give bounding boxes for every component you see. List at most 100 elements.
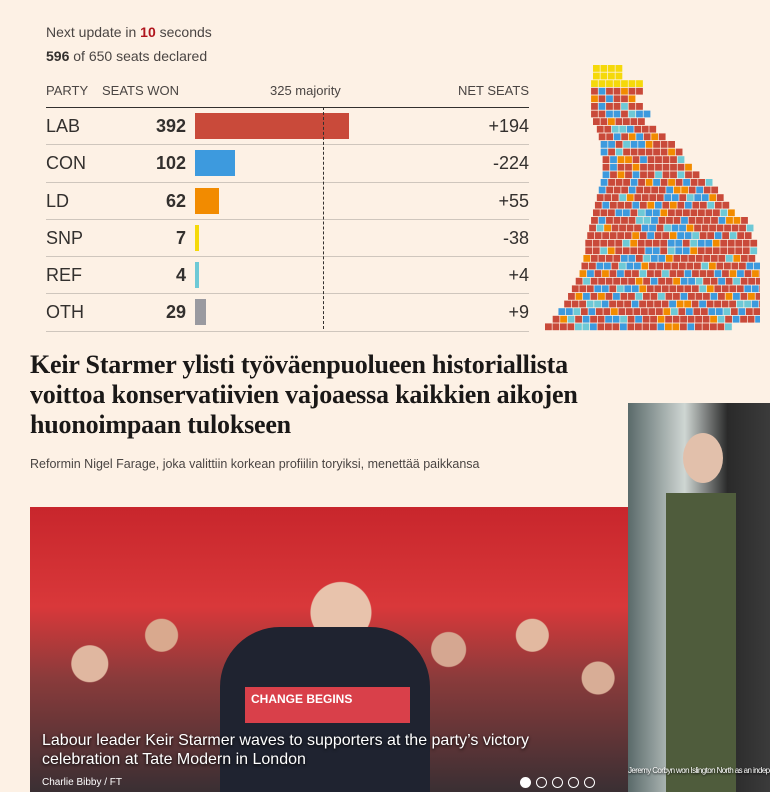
- constituency-cell[interactable]: [716, 194, 724, 201]
- constituency-cell[interactable]: [728, 209, 735, 217]
- constituency-cell[interactable]: [625, 171, 632, 179]
- constituency-cell[interactable]: [691, 300, 699, 308]
- constituency-cell[interactable]: [647, 163, 655, 171]
- constituency-cell[interactable]: [732, 315, 740, 323]
- constituency-cell[interactable]: [695, 277, 703, 285]
- constituency-cell[interactable]: [600, 65, 608, 72]
- constituency-cell[interactable]: [618, 262, 626, 270]
- constituency-cell[interactable]: [665, 293, 673, 300]
- constituency-cell[interactable]: [720, 247, 728, 255]
- constituency-cell[interactable]: [684, 270, 692, 277]
- constituency-cell[interactable]: [693, 262, 701, 270]
- constituency-cell[interactable]: [583, 277, 591, 285]
- constituency-cell[interactable]: [696, 186, 704, 194]
- constituency-cell[interactable]: [608, 118, 615, 125]
- carousel-dot[interactable]: [520, 777, 531, 788]
- constituency-cell[interactable]: [725, 315, 732, 323]
- constituency-cell[interactable]: [634, 224, 641, 232]
- constituency-cell[interactable]: [596, 125, 604, 133]
- constituency-cell[interactable]: [642, 323, 650, 331]
- constituency-cell[interactable]: [567, 315, 575, 323]
- constituency-cell[interactable]: [680, 323, 687, 331]
- constituency-cell[interactable]: [630, 209, 638, 217]
- constituency-cell[interactable]: [675, 247, 683, 255]
- constituency-cell[interactable]: [660, 141, 668, 148]
- constituency-cell[interactable]: [588, 308, 596, 315]
- constituency-cell[interactable]: [613, 293, 620, 300]
- constituency-cell[interactable]: [665, 323, 672, 331]
- constituency-cell[interactable]: [605, 277, 613, 285]
- constituency-cell[interactable]: [647, 270, 654, 277]
- constituency-cell[interactable]: [690, 209, 698, 217]
- constituency-cell[interactable]: [669, 300, 676, 308]
- constituency-cell[interactable]: [579, 300, 586, 308]
- constituency-cell[interactable]: [594, 232, 602, 239]
- constituency-cell[interactable]: [670, 156, 677, 163]
- constituency-cell[interactable]: [621, 110, 628, 118]
- constituency-cell[interactable]: [649, 194, 657, 201]
- constituency-cell[interactable]: [585, 247, 593, 255]
- constituency-cell[interactable]: [744, 285, 752, 293]
- constituency-cell[interactable]: [606, 80, 613, 87]
- constituency-cell[interactable]: [675, 148, 683, 156]
- constituency-cell[interactable]: [694, 224, 701, 232]
- constituency-cell[interactable]: [671, 224, 679, 232]
- constituency-cell[interactable]: [638, 148, 645, 156]
- constituency-cell[interactable]: [628, 133, 636, 141]
- constituency-cell[interactable]: [740, 277, 748, 285]
- constituency-cell[interactable]: [702, 323, 710, 331]
- constituency-cell[interactable]: [597, 315, 605, 323]
- constituency-cell[interactable]: [610, 156, 617, 163]
- constituency-cell[interactable]: [650, 323, 657, 331]
- constituency-cell[interactable]: [645, 247, 653, 255]
- constituency-cell[interactable]: [573, 308, 581, 315]
- main-photo[interactable]: CHANGE BEGINS Labour leader Keir Starmer…: [30, 507, 628, 792]
- constituency-cell[interactable]: [625, 156, 632, 163]
- constituency-cell[interactable]: [755, 277, 760, 285]
- constituency-cell[interactable]: [705, 239, 713, 247]
- constituency-cell[interactable]: [575, 315, 582, 323]
- constituency-cell[interactable]: [670, 171, 677, 179]
- constituency-cell[interactable]: [634, 194, 642, 201]
- constituency-cell[interactable]: [706, 300, 714, 308]
- constituency-cell[interactable]: [647, 156, 655, 163]
- constituency-cell[interactable]: [701, 224, 709, 232]
- constituency-cell[interactable]: [664, 194, 672, 201]
- constituency-cell[interactable]: [600, 72, 608, 80]
- constituency-cell[interactable]: [598, 87, 606, 95]
- constituency-cell[interactable]: [714, 201, 722, 209]
- constituency-cell[interactable]: [613, 95, 621, 103]
- constituency-cell[interactable]: [747, 315, 755, 323]
- constituency-cell[interactable]: [669, 201, 677, 209]
- constituency-cell[interactable]: [628, 277, 636, 285]
- constituency-cell[interactable]: [640, 171, 647, 179]
- constituency-cell[interactable]: [628, 293, 635, 300]
- constituency-cell[interactable]: [680, 315, 687, 323]
- constituency-cell[interactable]: [591, 95, 598, 103]
- constituency-cell[interactable]: [596, 194, 604, 201]
- constituency-cell[interactable]: [565, 308, 573, 315]
- constituency-cell[interactable]: [668, 141, 675, 148]
- constituency-cell[interactable]: [705, 209, 713, 217]
- constituency-cell[interactable]: [718, 217, 726, 224]
- constituency-cell[interactable]: [655, 163, 662, 171]
- constituency-cell[interactable]: [613, 217, 621, 224]
- constituency-cell[interactable]: [696, 217, 703, 224]
- constituency-cell[interactable]: [650, 315, 657, 323]
- constituency-cell[interactable]: [722, 270, 729, 277]
- constituency-cell[interactable]: [631, 285, 639, 293]
- constituency-cell[interactable]: [636, 186, 644, 194]
- constituency-cell[interactable]: [663, 308, 671, 315]
- constituency-cell[interactable]: [600, 179, 608, 186]
- constituency-cell[interactable]: [598, 277, 606, 285]
- constituency-cell[interactable]: [654, 285, 662, 293]
- constituency-cell[interactable]: [679, 224, 686, 232]
- constituency-cell[interactable]: [729, 300, 736, 308]
- constituency-cell[interactable]: [571, 300, 579, 308]
- constituency-cell[interactable]: [631, 300, 639, 308]
- constituency-cell[interactable]: [688, 255, 696, 262]
- constituency-cell[interactable]: [718, 277, 726, 285]
- constituency-cell[interactable]: [624, 201, 632, 209]
- constituency-cell[interactable]: [658, 217, 666, 224]
- constituency-cell[interactable]: [695, 293, 703, 300]
